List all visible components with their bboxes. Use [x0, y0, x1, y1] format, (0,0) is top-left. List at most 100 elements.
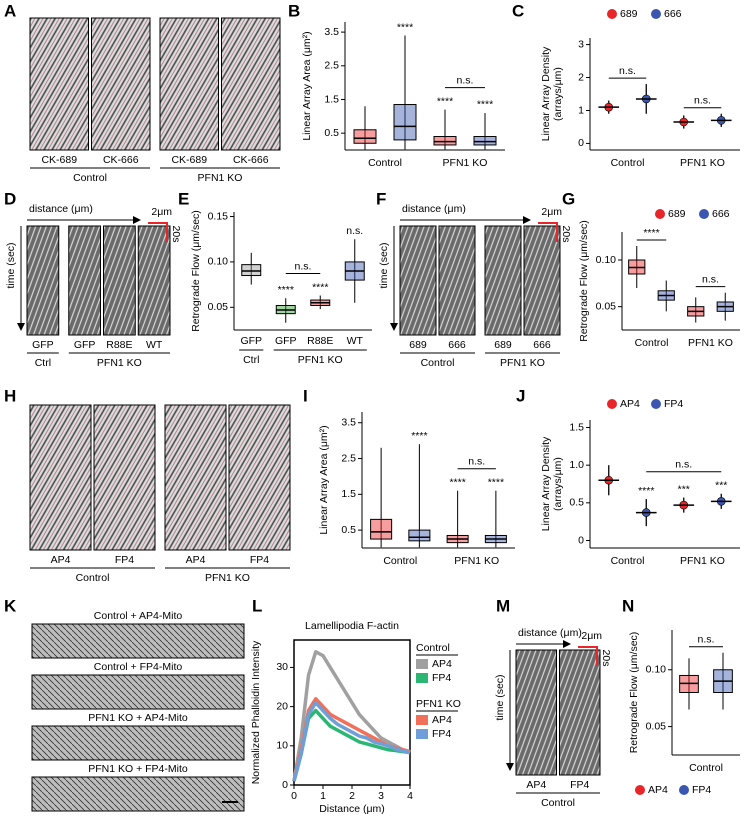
legend-marker: [655, 209, 665, 219]
significance: ****: [477, 99, 493, 111]
legend-label: FP4: [692, 784, 711, 796]
y-axis-label: (arrays/μm): [552, 457, 564, 511]
series-line: [292, 708, 411, 782]
image-label: WT: [146, 339, 163, 351]
legend-label: 666: [664, 8, 682, 20]
y-tick-label: 2.5: [341, 452, 356, 464]
legend-swatch: [416, 715, 428, 725]
legend-marker: [699, 209, 709, 219]
y-tick-label: 3.5: [324, 26, 339, 38]
micrograph: [523, 225, 561, 336]
panel-letter: A: [4, 1, 16, 20]
panel-letter: B: [288, 1, 300, 20]
group-label: Control: [689, 762, 723, 774]
legend-label: AP4: [620, 398, 640, 410]
y-tick-label: 3: [578, 38, 584, 50]
micrograph: [559, 649, 601, 776]
image-title: Control + FP4-Mito: [94, 661, 183, 673]
micrograph: [399, 225, 437, 336]
y-axis-label: Normalized Phalloidin Intensity: [250, 640, 262, 784]
y-tick-label: 0: [578, 534, 584, 546]
group-label: Control: [611, 555, 645, 567]
group-label: Control: [421, 357, 455, 369]
bracket-label: n.s.: [694, 95, 711, 107]
panel-letter: N: [622, 596, 634, 615]
x-tick-label: 1: [320, 790, 326, 802]
legend-label: FP4: [432, 672, 451, 684]
scale-label: 20s: [170, 226, 182, 243]
image-label: GFP: [74, 339, 96, 351]
group-label: Control: [368, 157, 402, 169]
legend-label: AP4: [432, 658, 452, 670]
scale-bar: [538, 222, 558, 242]
group-label: Control: [541, 797, 575, 809]
image-label: AP4: [526, 779, 546, 791]
image-label: FP4: [570, 779, 589, 791]
scale-label: 2μm: [151, 206, 172, 218]
box: [353, 129, 377, 144]
legend-marker: [651, 9, 661, 19]
significance: ****: [411, 430, 427, 442]
image-label: CK-666: [233, 154, 269, 166]
box: [370, 518, 393, 540]
image-label: 689: [494, 339, 512, 351]
significance: ****: [638, 485, 654, 497]
image-label: CK-689: [171, 154, 207, 166]
group-label: Control: [635, 337, 669, 349]
group-label: Control: [611, 157, 645, 169]
y-tick-label: 0: [578, 137, 584, 149]
image-label: GFP: [32, 339, 54, 351]
axis-label: time (sec): [494, 674, 506, 720]
scale-bar: [148, 222, 168, 242]
y-tick-label: 2: [578, 71, 584, 83]
x-tick-label: 2: [349, 790, 355, 802]
significance: ****: [449, 477, 465, 489]
image-label: FP4: [115, 554, 134, 566]
significance: ****: [278, 284, 294, 296]
micrograph: [29, 17, 89, 151]
panel-letter: L: [252, 596, 262, 615]
legend-label: FP4: [664, 398, 683, 410]
micrograph: [103, 225, 136, 336]
y-axis-label: Retrograde Flow (μm/sec): [190, 210, 202, 332]
y-tick-label: 30: [276, 661, 288, 673]
axis-label: time (sec): [378, 242, 390, 288]
y-axis-label: Linear Array Density: [540, 436, 552, 531]
group-label: PFN1 KO: [205, 572, 250, 584]
bracket-label: n.s.: [675, 459, 692, 471]
box: [473, 136, 497, 146]
y-tick-label: 20: [276, 700, 288, 712]
panel-letter: M: [496, 596, 510, 615]
panel-letter: E: [178, 189, 189, 208]
significance: ****: [437, 95, 453, 107]
image-label: 666: [533, 339, 551, 351]
legend-heading: PFN1 KO: [416, 698, 461, 710]
micrograph: [137, 225, 171, 336]
y-tick-label: 2.5: [324, 60, 339, 72]
y-tick-label: 0.5: [341, 524, 356, 536]
group-label: PFN1 KO: [680, 157, 725, 169]
image-label: AP4: [186, 554, 206, 566]
image-title: Control + AP4-Mito: [94, 610, 183, 622]
group-label: PFN1 KO: [443, 157, 488, 169]
group-label: PFN1 KO: [97, 357, 142, 369]
legend-swatch: [416, 729, 428, 739]
significance: ***: [678, 483, 690, 495]
group-label: PFN1 KO: [454, 555, 499, 567]
box-label: WT: [347, 335, 364, 347]
panel-letter: J: [516, 386, 525, 405]
axis-label: distance (μm): [29, 203, 93, 215]
box: [433, 136, 457, 146]
micrograph: [228, 404, 291, 551]
scale-label: 20s: [560, 226, 572, 243]
micrograph: [31, 674, 245, 710]
y-tick-label: 3.5: [341, 417, 356, 429]
legend-swatch: [416, 673, 428, 683]
image-title: PFN1 KO + FP4-Mito: [88, 763, 188, 775]
legend-marker: [607, 399, 617, 409]
bracket-label: n.s.: [468, 456, 485, 468]
x-tick-label: 4: [407, 790, 413, 802]
bracket-label: ****: [643, 227, 659, 239]
